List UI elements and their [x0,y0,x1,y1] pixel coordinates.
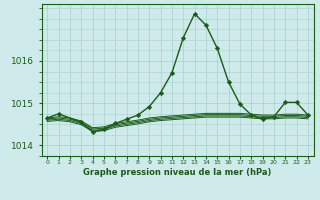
X-axis label: Graphe pression niveau de la mer (hPa): Graphe pression niveau de la mer (hPa) [84,168,272,177]
